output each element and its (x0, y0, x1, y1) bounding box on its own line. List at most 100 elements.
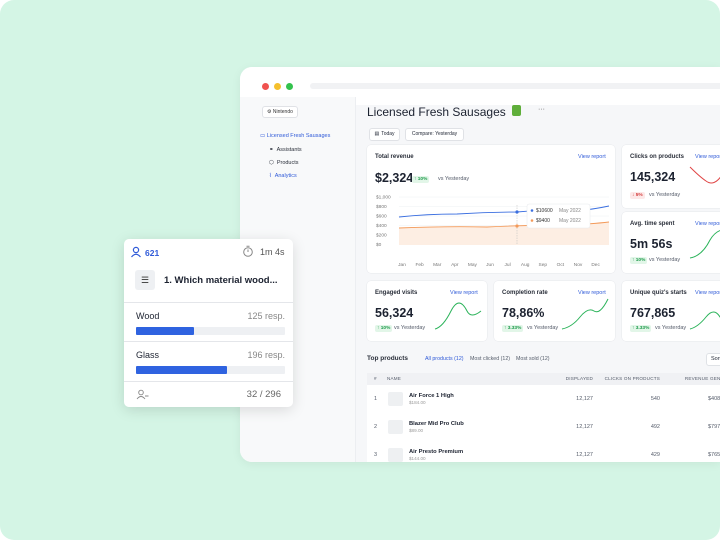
divider (124, 381, 293, 382)
window-maximize-dot[interactable] (286, 83, 293, 90)
change-badge: ↑ 3.33% (630, 325, 652, 332)
x-tick-label: Jul (505, 262, 511, 268)
x-tick-label: Aug (521, 262, 530, 268)
table-row[interactable] (367, 413, 720, 442)
row-rank: 3 (374, 452, 378, 458)
y-tick-label: $400 (376, 223, 387, 229)
window-minimize-dot[interactable] (274, 83, 281, 90)
shopify-icon (512, 105, 521, 116)
card-title: Unique quiz's starts (630, 290, 687, 296)
hover-dot (515, 224, 519, 228)
compare-label: vs Yesterday (394, 325, 426, 331)
column-header: CLICKS ON PRODUCTS (604, 376, 660, 381)
revenue-chart: $1,000 $800 $600 $400 $200 $0 Jan Feb Mar Apr May J… (376, 195, 610, 268)
address-bar[interactable] (310, 83, 720, 89)
tooltip-box (526, 203, 591, 229)
change-badge: ↑ 10% (375, 325, 393, 332)
stat-card: Engaged visits View report 56,324 ↑ 10% vs Y… (367, 281, 487, 341)
column-header: NAME (387, 376, 402, 381)
column-header: REVENUE GENERATED (684, 376, 720, 381)
more-button[interactable]: ··· (538, 106, 545, 113)
card-value: 56,324 (375, 306, 414, 320)
question-icon: ☰ (135, 270, 155, 290)
timer-icon (243, 245, 253, 257)
card-title: Clicks on products (630, 154, 685, 160)
filter-chip[interactable]: ▤ Today (369, 128, 400, 141)
x-tick-label: Nov (574, 262, 583, 268)
option-label: Wood (136, 311, 160, 321)
revenue-value: $408 (708, 396, 720, 402)
stat-card: Avg. time spent View report 5m 56s ↑ 10% vs … (622, 212, 720, 273)
view-report-link[interactable]: View report (695, 290, 720, 296)
progress-track (136, 327, 285, 335)
responses-count: 621 (145, 248, 160, 258)
stat-card: Total revenue View report $2,324 ↑ 10% vs Ye… (367, 145, 615, 273)
view-report-link[interactable]: View report (695, 154, 720, 160)
sparkline (689, 311, 720, 330)
brand-button[interactable]: ⚙ Nintendo (262, 106, 298, 118)
sparkline-path (434, 302, 482, 330)
product-tab[interactable]: All products (12) (425, 356, 464, 362)
revenue-value: $765 (708, 452, 720, 458)
clicks-count: 429 (650, 452, 660, 458)
card-value: 145,324 (630, 170, 676, 184)
view-report-link[interactable]: View report (450, 290, 478, 296)
filter-label: Today (381, 131, 395, 137)
quiz-card: 621 1m 4s ☰ 1. Which material wood... Wo… (124, 239, 293, 407)
x-tick-label: Dec (591, 262, 600, 268)
table-header (367, 373, 720, 385)
nav-icon: ⌇ (269, 173, 272, 179)
change-badge: ↓ 5% (630, 192, 645, 199)
displayed-count: 12,127 (576, 396, 593, 402)
stat-card: Unique quiz's starts View report 767,865 ↑ … (622, 281, 720, 341)
change-badge: ↑ 3.33% (502, 325, 524, 332)
clicks-count: 540 (650, 396, 660, 402)
users-icon (136, 389, 149, 400)
sparkline (561, 298, 609, 330)
x-tick-label: Feb (415, 262, 424, 268)
product-tab[interactable]: Most clicked (12) (470, 356, 511, 362)
tooltip-date: May 2022 (559, 218, 581, 224)
x-tick-label: Mar (433, 262, 442, 268)
compare-label: vs Yesterday (438, 176, 470, 182)
y-tick-label: $0 (376, 242, 382, 248)
card-value: 5m 56s (630, 237, 673, 251)
divider (124, 341, 293, 342)
compare-label: vs Yesterday (655, 325, 687, 331)
question-text: 1. Which material wood... (164, 275, 278, 286)
table-row[interactable] (367, 441, 720, 462)
compare-label: vs Yesterday (649, 257, 681, 263)
sparkline (434, 302, 482, 330)
view-report-link[interactable]: View report (578, 290, 606, 296)
view-report-link[interactable]: View report (695, 221, 720, 227)
time-spent: 1m 4s (260, 247, 285, 257)
y-tick-label: $600 (376, 214, 387, 220)
nav-item[interactable]: ⬡ Products (269, 160, 299, 166)
card-title: Engaged visits (375, 290, 418, 296)
change-badge: ↑ 10% (412, 176, 430, 183)
tooltip-value: $10600 (536, 208, 553, 214)
view-report-link[interactable]: View report (578, 154, 606, 160)
sparkline (689, 229, 720, 259)
x-tick-label: Apr (451, 262, 459, 268)
store-link[interactable]: ▭ Licensed Fresh Sausages (260, 133, 331, 139)
card-value: 767,865 (630, 306, 676, 320)
card-value: $2,324 (375, 171, 414, 185)
x-tick-label: Jan (398, 262, 406, 268)
window-close-dot[interactable] (262, 83, 269, 90)
change-badge: ↑ 10% (630, 257, 648, 264)
progress-bar (136, 327, 195, 335)
product-thumbnail (388, 420, 403, 434)
sparkline (689, 166, 720, 184)
product-price: $184.00 (409, 400, 426, 405)
nav-item[interactable]: ⚭ Assistants (269, 147, 302, 153)
option-responses: 125 resp. (247, 311, 285, 321)
nav-item[interactable]: ⌇ Analytics (269, 173, 297, 179)
sort-button[interactable]: Sort (706, 353, 720, 366)
card-title: Avg. time spent (630, 221, 675, 227)
filter-chip[interactable]: Compare: Yesterday (405, 128, 464, 141)
product-name: Blazer Mid Pro Club (409, 421, 464, 427)
page-title: Licensed Fresh Sausages (367, 105, 506, 119)
product-tab[interactable]: Most sold (12) (516, 356, 550, 362)
x-tick-label: Jun (486, 262, 494, 268)
